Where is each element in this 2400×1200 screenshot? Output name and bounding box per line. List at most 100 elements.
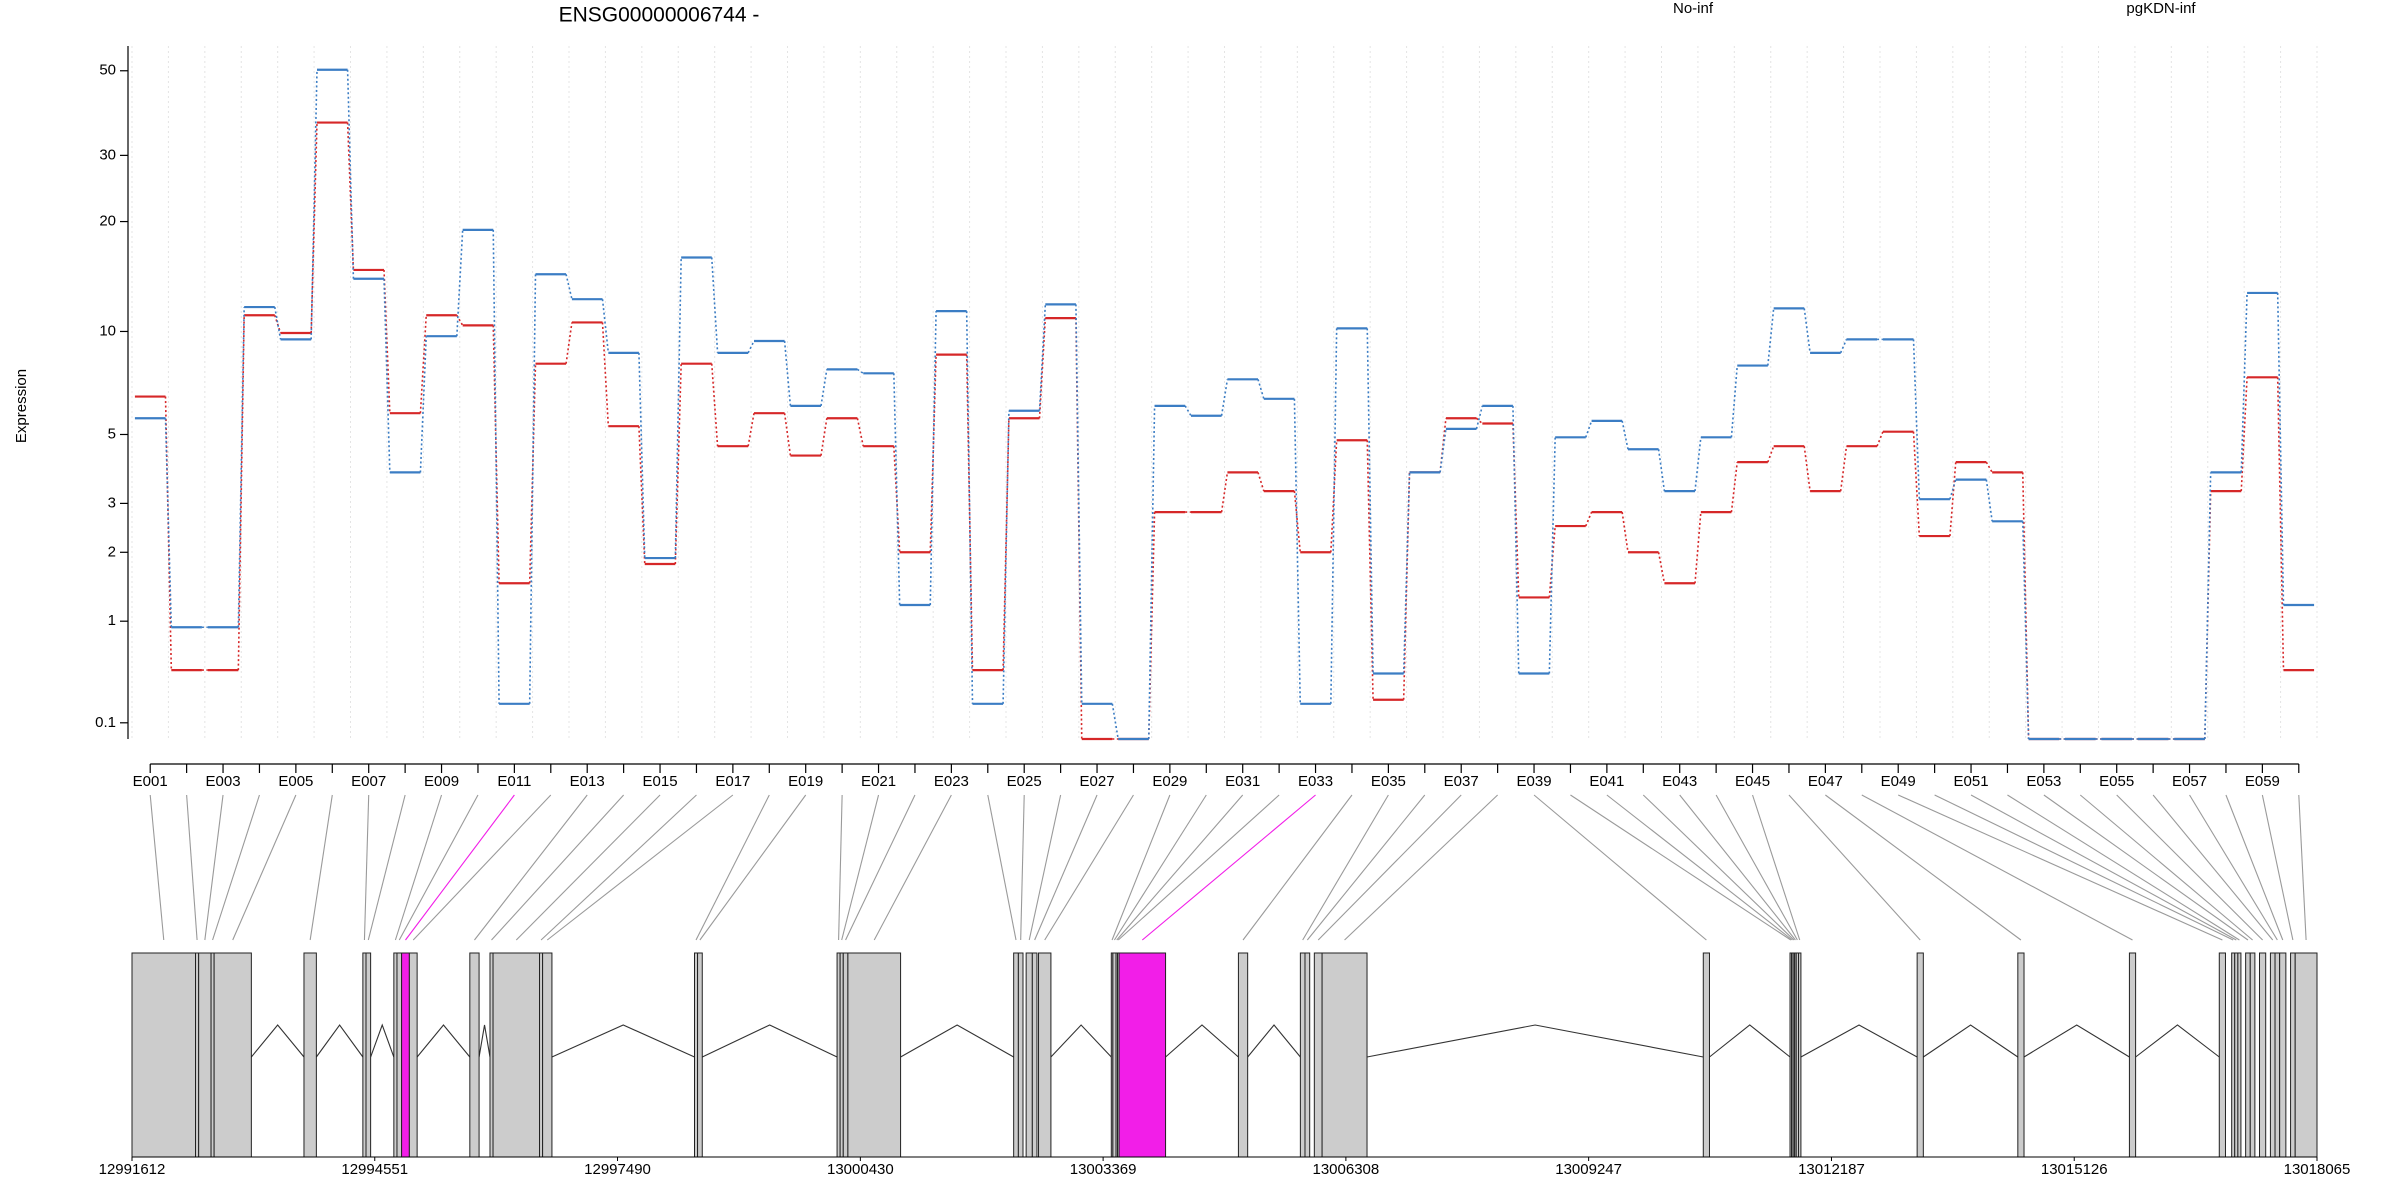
- connector: [2021, 521, 2030, 740]
- y-tick-label: 5: [108, 425, 116, 442]
- legend-entry: No-inf: [1673, 0, 1714, 17]
- intron: [551, 1024, 695, 1058]
- connector: [1657, 449, 1666, 492]
- exon-link: [2043, 794, 2249, 941]
- exon-link: [1117, 794, 1280, 941]
- connector: [2021, 472, 2030, 740]
- x-tick-label: E013: [570, 773, 605, 790]
- exon-link: [1897, 794, 2223, 941]
- connector: [1985, 479, 1993, 522]
- x-tick-label: E017: [715, 773, 750, 790]
- connector: [1402, 472, 1411, 674]
- x-tick-label: E023: [934, 773, 969, 790]
- connector: [1475, 417, 1483, 425]
- exon-link: [491, 794, 625, 941]
- connector: [1803, 446, 1811, 492]
- intron: [1800, 1024, 1918, 1058]
- connector: [638, 426, 646, 565]
- exon-link: [2116, 794, 2263, 941]
- connector: [346, 69, 355, 279]
- x-tick-label: E047: [1808, 773, 1843, 790]
- genome-tick-label: 13018065: [2284, 1161, 2351, 1178]
- exon-link: [546, 794, 734, 941]
- x-tick-label: E011: [497, 773, 531, 790]
- exon-link: [1044, 794, 1134, 941]
- connector: [2240, 292, 2248, 473]
- connector: [164, 418, 173, 628]
- exon-box: [2259, 952, 2267, 1158]
- exon-box: [131, 952, 197, 1158]
- exon-box: [401, 952, 410, 1158]
- connector: [419, 336, 428, 473]
- connector: [1257, 472, 1265, 492]
- genome-tick-label: 13006308: [1313, 1161, 1380, 1178]
- exon-box: [2290, 952, 2296, 1158]
- x-tick-label: E045: [1735, 773, 1770, 790]
- exon-link: [232, 794, 297, 941]
- connector: [1111, 703, 1119, 740]
- exon-link: [841, 794, 880, 941]
- x-tick-label: E005: [278, 773, 313, 790]
- exon-box: [847, 952, 902, 1158]
- genome-tick-label: 13015126: [2041, 1161, 2108, 1178]
- intron: [1366, 1024, 1704, 1058]
- exon-box: [492, 952, 541, 1158]
- connector: [638, 352, 646, 559]
- connector: [1657, 552, 1666, 584]
- genome-tick-label: 12991612: [99, 1161, 166, 1178]
- exon-box: [1304, 952, 1311, 1158]
- x-tick-label: E049: [1881, 773, 1916, 790]
- connector: [273, 306, 282, 340]
- exon-link: [540, 794, 697, 941]
- exon-box: [2218, 952, 2226, 1158]
- connector: [1912, 431, 1921, 537]
- x-tick-label: E051: [1954, 773, 1989, 790]
- connector: [310, 122, 318, 334]
- exon-link: [474, 794, 588, 941]
- x-tick-label: E015: [643, 773, 678, 790]
- connector: [929, 311, 937, 606]
- y-tick-label: 0.1: [95, 714, 116, 731]
- connector: [1621, 420, 1629, 450]
- x-tick-label: E041: [1589, 773, 1624, 790]
- connector: [2276, 377, 2285, 671]
- exon-box: [2274, 952, 2281, 1158]
- exon-link: [1116, 794, 1244, 941]
- genome-tick-label: 13003369: [1070, 1161, 1137, 1178]
- x-tick-label: E025: [1007, 773, 1042, 790]
- connector: [1293, 398, 1302, 704]
- x-tick-label: E033: [1298, 773, 1333, 790]
- x-tick-label: E055: [2099, 773, 2134, 790]
- x-tick-label: E019: [788, 773, 823, 790]
- exon-link: [367, 794, 406, 941]
- exon-link: [212, 794, 260, 941]
- exon-link: [1020, 794, 1025, 941]
- connector: [383, 278, 391, 473]
- highlight-link: [1141, 794, 1316, 941]
- x-tick-label: E003: [206, 773, 241, 790]
- y-tick-label: 3: [108, 494, 116, 511]
- exon-link: [1970, 794, 2237, 941]
- connector: [674, 257, 682, 559]
- connector: [1839, 446, 1848, 492]
- intron: [2135, 1024, 2220, 1058]
- x-tick-label: E027: [1080, 773, 1115, 790]
- exon-link: [515, 794, 661, 941]
- x-tick-label: E057: [2172, 773, 2207, 790]
- intron: [1923, 1024, 2019, 1058]
- connector: [783, 340, 792, 406]
- connector: [237, 307, 245, 628]
- exon-box: [303, 952, 317, 1158]
- exon-link: [1825, 794, 2022, 941]
- exon-link: [699, 794, 807, 941]
- connector: [856, 418, 865, 447]
- connector: [1548, 437, 1556, 674]
- connector: [820, 369, 828, 406]
- intron: [702, 1024, 838, 1058]
- y-tick-label: 50: [99, 62, 116, 79]
- connector: [1803, 308, 1811, 353]
- exon-link: [1788, 794, 1921, 941]
- exon-box: [1321, 952, 1368, 1158]
- exon-link: [2079, 794, 2253, 941]
